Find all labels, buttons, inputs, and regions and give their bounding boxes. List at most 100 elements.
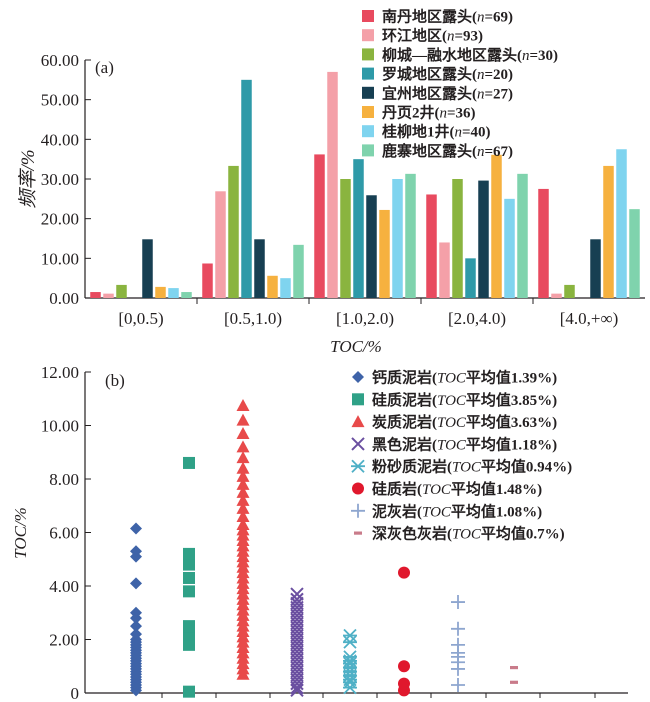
b-legend-label: 深灰色灰岩(TOC平均值0.7%) [372, 525, 565, 543]
a-legend-label: 柳城—融水地区露头(n=30) [382, 46, 558, 64]
b-legend-marker [351, 503, 365, 518]
a-legend-label: 环江地区(n=93) [382, 27, 483, 45]
b-data-point [236, 451, 250, 464]
b-legend-label: 泥灰岩(TOC平均值1.08%) [372, 502, 542, 520]
a-bar [314, 154, 325, 298]
a-bar [202, 263, 213, 298]
b-data-point [236, 477, 250, 490]
b-data-point [290, 587, 304, 601]
b-y-tick-label: 2.00 [49, 631, 79, 650]
a-legend-label: 鹿寨地区露头(n=67) [382, 142, 513, 160]
b-legend-marker [354, 531, 362, 535]
a-bar [379, 209, 390, 298]
b-data-point [236, 509, 250, 522]
a-bars [90, 71, 640, 299]
a-x-ticks: [0,0.5) [0.5,1.0) [1.0,2.0) [2.0,4.0) [4.0,+… [118, 298, 618, 328]
b-data-point [236, 469, 250, 482]
a-bar [142, 239, 153, 298]
b-points [130, 398, 518, 698]
a-legend-swatch [362, 10, 374, 22]
b-data-point [343, 675, 357, 689]
panel-b: 0 2.00 4.00 6.00 8.00 10.00 12.00 (b) TOC/% 钙质… [11, 363, 628, 702]
a-x-tick-label: [4.0,+∞) [560, 309, 619, 328]
a-bar [478, 180, 489, 298]
b-legend-label: 硅质岩(TOC平均值1.48%) [372, 480, 542, 498]
a-bar [168, 288, 179, 298]
b-data-point [290, 592, 304, 607]
a-legend-swatch [362, 144, 374, 157]
a-bar [452, 179, 463, 298]
a-bar [280, 278, 291, 298]
b-legend-marker [351, 415, 365, 428]
b-data-point [343, 650, 357, 664]
b-legend-label: 炭质泥岩(TOC平均值3.63%) [372, 413, 557, 431]
a-legend-label: 桂柳地1井(n=40) [381, 123, 491, 141]
a-legend-swatch [362, 67, 374, 80]
b-data-point [236, 461, 250, 474]
b-data-point [236, 501, 250, 514]
b-data-point [290, 683, 304, 698]
a-bar [405, 173, 416, 298]
a-bar [181, 292, 192, 298]
a-bar [254, 239, 265, 298]
a-bar [603, 165, 614, 298]
a-bar [392, 179, 403, 298]
b-data-point [183, 685, 195, 698]
a-bar [538, 188, 549, 298]
b-x-ticks [161, 693, 596, 698]
b-legend-label: 钙质泥岩(TOC平均值1.39%) [372, 369, 557, 387]
a-legend-swatch [362, 106, 374, 118]
a-bar [564, 284, 575, 298]
a-y-tick-label: 40.00 [41, 130, 79, 149]
a-panel-label: (a) [95, 58, 114, 77]
b-y-tick-label: 10.00 [41, 417, 79, 436]
a-bar [590, 239, 601, 298]
a-legend-label: 丹页2井(n=36) [382, 104, 476, 122]
a-bar [267, 275, 278, 298]
b-legend-label: 黑色泥岩(TOC平均值1.18%) [372, 435, 557, 453]
b-y-axis-label: TOC/% [11, 507, 30, 559]
b-legend-marker [352, 393, 364, 406]
b-data-point [130, 577, 142, 590]
a-legend-label: 罗城地区露头(n=20) [382, 65, 513, 83]
b-data-point [398, 660, 410, 673]
b-data-point [183, 638, 195, 651]
b-data-point [236, 493, 250, 506]
a-bar [616, 149, 627, 298]
a-y-tick-label: 50.00 [41, 91, 79, 110]
b-data-point [451, 595, 465, 610]
a-bar [103, 293, 114, 298]
a-bar [116, 284, 127, 298]
a-legend-swatch [362, 86, 374, 99]
a-bar [439, 242, 450, 298]
b-legend-marker [352, 482, 364, 495]
a-x-tick-label: [1.0,2.0) [336, 309, 394, 328]
a-bar [366, 195, 377, 298]
a-bar [241, 79, 252, 298]
a-legend-label: 南丹地区露头(n=69) [382, 8, 513, 26]
a-x-tick-label: [2.0,4.0) [448, 309, 506, 328]
a-y-tick-label: 30.00 [41, 170, 79, 189]
b-data-point [183, 585, 195, 598]
b-data-point [130, 545, 142, 558]
a-bar [504, 198, 515, 298]
b-data-point [236, 427, 250, 440]
a-bar [293, 244, 304, 298]
a-bar [629, 209, 640, 298]
b-data-point [398, 566, 410, 579]
a-legend-swatch [362, 125, 374, 138]
b-data-point [343, 635, 357, 649]
b-data-point [183, 547, 195, 560]
b-y-tick-label: 8.00 [49, 470, 79, 489]
b-data-point [451, 677, 465, 692]
a-legend-label: 宜州地区露头(n=27) [382, 84, 513, 102]
b-y-tick-label: 6.00 [49, 524, 79, 543]
a-bar [465, 258, 476, 298]
b-legend-label: 硅质泥岩(TOC平均值3.85%) [372, 391, 557, 409]
b-y-tick-label: 4.00 [49, 577, 79, 596]
b-data-point [236, 485, 250, 498]
b-data-point [343, 628, 357, 643]
b-y-tick-label: 0 [71, 684, 80, 702]
b-data-point [236, 413, 250, 426]
